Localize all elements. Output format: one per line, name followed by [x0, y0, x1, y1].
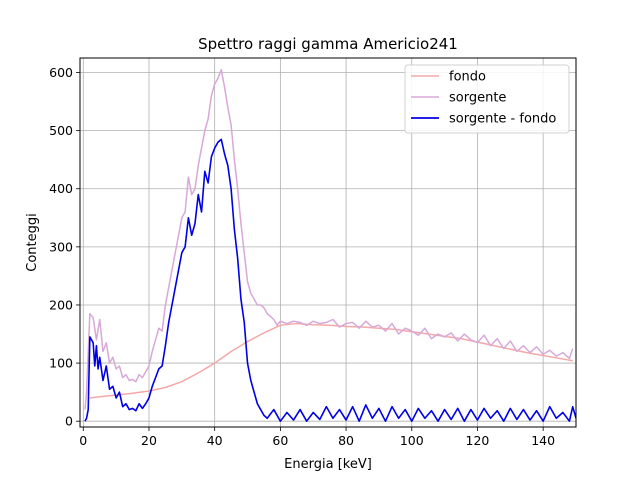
- y-tick-label-4: 400: [49, 181, 73, 196]
- chart-title: Spettro raggi gamma Americio241: [198, 35, 458, 53]
- y-axis-label: Conteggi: [25, 213, 40, 271]
- y-tick-label-1: 100: [49, 356, 73, 371]
- y-tick-label-2: 200: [49, 297, 73, 312]
- y-tick-label-3: 300: [49, 239, 73, 254]
- x-tick-label-3: 60: [272, 433, 288, 448]
- y-tick-label-0: 0: [65, 414, 73, 429]
- x-tick-label-6: 120: [466, 433, 490, 448]
- legend-label-sorgente-fondo: sorgente - fondo: [449, 112, 556, 127]
- x-tick-label-7: 140: [531, 433, 555, 448]
- ticks: 0 20 40 60 80 100 120 140 0 100 200 300 400 500 600: [49, 65, 555, 448]
- legend-label-sorgente: sorgente: [449, 91, 506, 106]
- legend-label-fondo: fondo: [449, 70, 486, 85]
- x-tick-label-0: 0: [79, 433, 87, 448]
- y-tick-label-6: 600: [49, 65, 73, 80]
- x-tick-label-2: 40: [207, 433, 223, 448]
- series-line-sorgente-fondo: [84, 138, 576, 422]
- x-tick-label-1: 20: [141, 433, 157, 448]
- series-line-sorgente: [84, 68, 574, 410]
- x-tick-label-5: 100: [400, 433, 424, 448]
- plot-frame: [79, 57, 577, 428]
- legend: fondo sorgente sorgente - fondo: [404, 64, 570, 134]
- y-tick-label-5: 500: [49, 123, 73, 138]
- legend-box: [404, 64, 570, 134]
- x-axis-label: Energia [keV]: [284, 457, 372, 472]
- x-tick-label-4: 80: [338, 433, 354, 448]
- series-layer: [84, 68, 576, 422]
